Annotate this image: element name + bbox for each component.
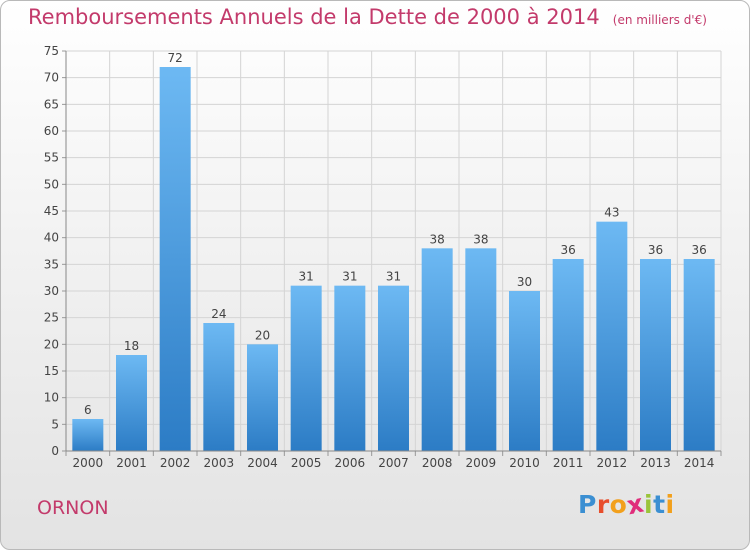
x-tick-label: 2002 [160, 456, 191, 470]
y-tick-label: 60 [44, 124, 59, 138]
y-tick-label: 75 [44, 44, 59, 58]
y-tick-label: 40 [44, 231, 59, 245]
bar-2012 [596, 221, 628, 451]
bar-value-label: 31 [342, 270, 357, 284]
bar-2011 [552, 259, 584, 451]
bar-value-label: 18 [124, 339, 139, 353]
bar-value-label: 36 [561, 243, 576, 257]
bar-value-label: 36 [648, 243, 663, 257]
x-tick-label: 2010 [509, 456, 540, 470]
logo-letter: P [578, 490, 597, 519]
proxiti-logo[interactable]: Proxiti [578, 489, 675, 521]
bar-value-label: 24 [211, 307, 226, 321]
x-tick-label: 2004 [247, 456, 278, 470]
x-tick-label: 2006 [335, 456, 366, 470]
bar-value-label: 6 [84, 403, 92, 417]
bar-2005 [290, 285, 322, 451]
y-tick-label: 30 [44, 284, 59, 298]
x-tick-label: 2012 [597, 456, 628, 470]
y-tick-label: 10 [44, 391, 59, 405]
y-tick-label: 35 [44, 257, 59, 271]
y-tick-label: 5 [51, 417, 59, 431]
bar-2007 [378, 285, 409, 451]
x-tick-label: 2008 [422, 456, 453, 470]
y-tick-label: 20 [44, 337, 59, 351]
logo-letter: i [644, 490, 654, 519]
y-tick-label: 70 [44, 71, 59, 85]
bar-2014 [683, 259, 715, 451]
x-tick-label: 2000 [73, 456, 104, 470]
commune-name: ORNON [37, 497, 109, 519]
bar-2001 [116, 355, 147, 451]
y-tick-label: 15 [44, 364, 59, 378]
axes: 0 5 10 15 20 25 30 35 40 45 50 55 60 65 70 75 2000 2001 20… [44, 44, 722, 470]
y-tick-label: 55 [44, 151, 59, 165]
y-tick-label: 45 [44, 204, 59, 218]
bar-value-label: 20 [255, 328, 270, 342]
bar-value-label: 38 [473, 232, 488, 246]
bar-value-label: 36 [692, 243, 707, 257]
y-tick-label: 25 [44, 311, 59, 325]
bar-2010 [509, 291, 540, 451]
bar-value-label: 31 [386, 270, 401, 284]
logo-letter: r [596, 490, 610, 519]
x-tick-label: 2013 [640, 456, 671, 470]
x-tick-label: 2005 [291, 456, 322, 470]
bar-value-label: 30 [517, 275, 532, 289]
x-tick-label: 2003 [204, 456, 235, 470]
x-tick-label: 2011 [553, 456, 584, 470]
bar-2008 [421, 248, 453, 451]
bar-2009 [465, 248, 497, 451]
logo-letter: t [653, 490, 666, 519]
x-tick-label: 2009 [466, 456, 497, 470]
bar-2003 [203, 323, 235, 451]
bar-value-label: 72 [168, 51, 183, 65]
logo-letter: i [665, 490, 675, 519]
bar-2006 [334, 285, 366, 451]
bars: 6 18 72 24 20 31 31 31 38 38 30 36 43 36 36 [72, 51, 715, 451]
bar-2004 [247, 344, 278, 451]
chart-title-main: Remboursements Annuels de la Dette de 20… [28, 5, 600, 29]
bar-2000 [72, 419, 104, 451]
chart-title: Remboursements Annuels de la Dette de 20… [28, 5, 707, 29]
bar-value-label: 38 [430, 232, 445, 246]
logo-letter: o [609, 490, 628, 519]
y-tick-label: 50 [44, 177, 59, 191]
bar-value-label: 31 [299, 270, 314, 284]
bar-2002 [159, 67, 191, 451]
y-tick-label: 65 [44, 97, 59, 111]
y-tick-label: 0 [51, 444, 59, 458]
chart-title-unit: (en milliers d'€) [612, 13, 707, 27]
x-tick-label: 2014 [684, 456, 715, 470]
bar-2013 [640, 259, 671, 451]
x-tick-label: 2007 [378, 456, 409, 470]
bar-value-label: 43 [604, 206, 619, 220]
x-tick-label: 2001 [116, 456, 147, 470]
